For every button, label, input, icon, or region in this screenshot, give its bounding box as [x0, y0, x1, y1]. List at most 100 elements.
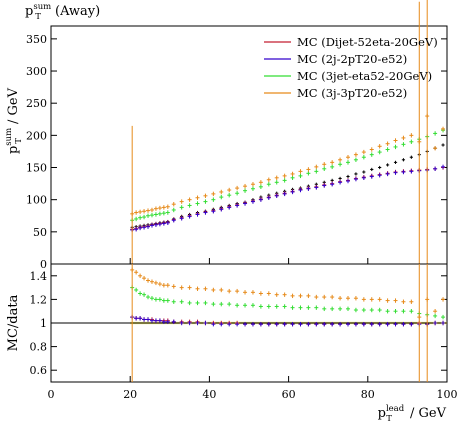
mc-2j-2pt20-e52-ratio-point — [266, 321, 271, 327]
mc-3j-3pt20-e52-point — [243, 183, 248, 189]
mc-3jet-eta52-20gev-point — [149, 212, 154, 218]
mc-3j-3pt20-e52-point — [322, 162, 327, 167]
mc-3j-3pt20-e52-point — [274, 175, 279, 181]
mc-2j-2pt20-e52-ratio-point — [153, 318, 158, 323]
mc-2j-2pt20-e52-point — [258, 197, 263, 202]
mc-3j-3pt20-e52-ratio-point — [377, 297, 382, 302]
mc-3j-3pt20-e52-point — [138, 209, 143, 215]
mc-3jet-eta52-20gev-ratio-point — [377, 307, 382, 313]
mc-3j-3pt20-e52-ratio-point — [161, 283, 166, 288]
mc-3j-3pt20-e52-point — [250, 182, 255, 187]
mc-2j-2pt20-e52-point — [353, 176, 358, 182]
legend-entry-2j: MC (2j-2pT20-e52) — [264, 52, 407, 66]
mc-2j-2pt20-e52-ratio-point — [369, 321, 374, 327]
mc-3j-3pt20-e52-ratio-point — [211, 287, 216, 293]
mc-2j-2pt20-e52-ratio-point — [146, 317, 151, 322]
main-y-tick-label: 100 — [26, 194, 47, 207]
mc-3jet-eta52-20gev-ratio-point — [385, 309, 390, 314]
mc-3jet-eta52-20gev-ratio-point — [441, 314, 446, 320]
mc-2j-2pt20-e52-ratio-point — [361, 321, 366, 327]
mc-3j-3pt20-e52-ratio-point — [258, 291, 263, 296]
mc-3j-3pt20-e52-point — [393, 138, 398, 143]
mc-2j-2pt20-e52-point — [361, 175, 366, 181]
mc-3j-3pt20-e52-ratio-point — [346, 296, 350, 301]
mc-3j-3pt20-e52-ratio-point — [393, 298, 398, 303]
x-tick-label: 40 — [202, 388, 216, 401]
mc-3j-3pt20-e52-ratio-point — [235, 288, 240, 294]
mc-3jet-eta52-20gev-ratio-point — [290, 305, 295, 310]
mc-3j-3pt20-e52-point — [146, 208, 151, 213]
mc-3j-3pt20-e52-point — [409, 133, 414, 138]
mc-3jet-eta52-20gev-ratio-point — [314, 305, 319, 310]
mc-3jet-eta52-20gev-ratio-point — [409, 309, 414, 314]
mc-3j-3pt20-e52-ratio-point — [157, 281, 162, 287]
mc-2j-2pt20-e52-ratio-point — [227, 321, 232, 327]
mc-3jet-eta52-20gev-ratio-point — [171, 299, 176, 304]
mc-3jet-eta52-20gev-ratio-point — [187, 300, 192, 306]
ratio-y-tick-label: 0.8 — [30, 341, 48, 354]
mc-3j-3pt20-e52-point — [203, 193, 208, 199]
legend: MC (Dijet-52eta-20GeV) MC (2j-2pT20-e52)… — [264, 35, 438, 100]
mc-3j-3pt20-e52-ratio-point — [149, 279, 154, 284]
mc-3jet-eta52-20gev-point — [179, 205, 184, 210]
mc-2j-2pt20-e52-ratio-point — [142, 317, 147, 322]
ratio-panel-marks — [51, 264, 447, 382]
mc-2j-2pt20-e52-point — [409, 169, 414, 174]
main-y-tick-label: 300 — [26, 65, 47, 78]
mc-2j-2pt20-e52-point — [235, 203, 240, 208]
mc-3j-3pt20-e52-point — [282, 173, 287, 179]
mc-3jet-eta52-20gev-ratio-point — [282, 304, 287, 309]
mc-3j-3pt20-e52-point — [369, 147, 374, 152]
mc-3jet-eta52-20gev-ratio-point — [211, 301, 216, 307]
mc-3jet-eta52-20gev-ratio-point — [250, 303, 255, 308]
mc-3jet-eta52-20gev-point — [187, 203, 192, 208]
mc-3j-3pt20-e52-point — [157, 205, 162, 211]
mc-3j-3pt20-e52-ratio-point — [203, 286, 208, 291]
mc-3jet-eta52-20gev-ratio-point — [161, 298, 166, 303]
mc-3jet-eta52-20gev-point — [157, 211, 162, 217]
mc-3j-3pt20-e52-point — [171, 201, 176, 207]
mc-2j-2pt20-e52-ratio-point — [290, 321, 295, 327]
mc-2j-2pt20-e52-point — [227, 205, 232, 210]
mc-3j-3pt20-e52-ratio-point — [138, 273, 143, 278]
ratio-y-tick-label: 0.6 — [30, 364, 48, 377]
x-tick-label: 0 — [48, 388, 55, 401]
mc-3jet-eta52-20gev-ratio-point — [134, 287, 139, 293]
mc-3j-3pt20-e52-ratio-point — [314, 294, 319, 300]
mc-3jet-eta52-20gev-ratio-point — [338, 306, 343, 312]
mc-2j-2pt20-e52-point — [219, 207, 224, 212]
mc-2j-2pt20-e52-point — [165, 220, 170, 226]
mc-3j-3pt20-e52-point — [441, 126, 446, 132]
mc-3jet-eta52-20gev-point — [134, 216, 139, 222]
mc-3jet-eta52-20gev-point — [385, 147, 390, 152]
mc-2j-2pt20-e52-point — [146, 224, 151, 229]
mc-3j-3pt20-e52-point — [235, 185, 240, 191]
mc-3jet-eta52-20gev-point — [369, 152, 374, 157]
legend-label-3jet: MC (3jet-eta52-20GeV) — [297, 69, 432, 83]
mc-2j-2pt20-e52-point — [338, 180, 343, 185]
mc-2j-2pt20-e52-point — [142, 225, 147, 230]
plot-title-sup: sum — [33, 2, 51, 12]
mc-3jet-eta52-20gev-ratio-point — [306, 305, 311, 310]
mc-3j-3pt20-e52-ratio-point — [322, 294, 327, 300]
ratio-y-axis-label: MC/data — [6, 294, 21, 351]
mc-3jet-eta52-20gev-ratio-point — [153, 297, 158, 302]
mc-3jet-eta52-20gev-ratio-point — [142, 292, 147, 297]
mc-2j-2pt20-e52-point — [149, 223, 154, 228]
mc-3j-3pt20-e52-point — [211, 191, 216, 197]
mc-3jet-eta52-20gev-point — [290, 175, 295, 181]
mc-3j-3pt20-e52-point — [361, 149, 366, 155]
mc-3j-3pt20-e52-ratio-point — [433, 309, 438, 314]
mc-2j-2pt20-e52-point — [179, 216, 184, 221]
x-tick-label: 60 — [282, 388, 296, 401]
mc-3jet-eta52-20gev-ratio-point — [165, 298, 170, 303]
mc-3j-3pt20-e52-ratio-point — [187, 285, 192, 290]
mc-2j-2pt20-e52-point — [346, 178, 350, 184]
legend-entry-3j: MC (3j-3pT20-e52) — [264, 86, 407, 100]
mc-3jet-eta52-20gev-point — [282, 178, 287, 183]
mc-3jet-eta52-20gev-ratio-point — [157, 297, 162, 302]
mc-3jet-eta52-20gev-point — [377, 149, 382, 155]
mc-2j-2pt20-e52-ratio-point — [346, 321, 350, 327]
mc-3jet-eta52-20gev-ratio-point — [258, 304, 263, 309]
mc-2j-2pt20-e52-ratio-point — [258, 321, 263, 327]
